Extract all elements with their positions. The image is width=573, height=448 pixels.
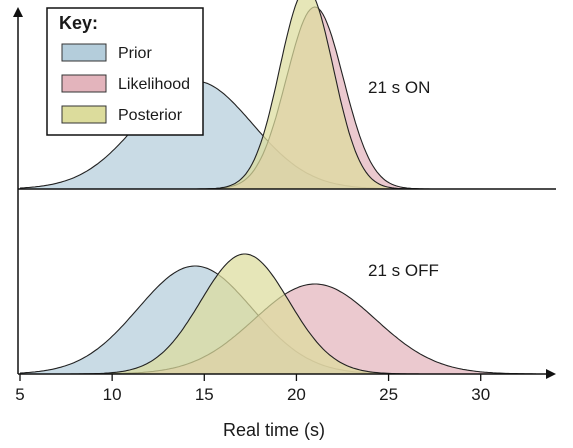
area-posterior-panel-1	[20, 0, 536, 189]
x-tick-label: 15	[195, 385, 214, 404]
legend-swatch-posterior	[61, 105, 107, 124]
panel-label-top: 21 s ON	[368, 78, 430, 97]
legend-label-prior: Prior	[118, 45, 152, 62]
area-posterior-panel-2	[20, 254, 536, 374]
x-axis-title: Real time (s)	[223, 420, 325, 440]
axes	[13, 7, 556, 379]
x-tick-label: 20	[287, 385, 306, 404]
legend-title: Key:	[59, 13, 98, 33]
y-axis-arrowhead	[13, 7, 23, 17]
panel-label-bottom: 21 s OFF	[368, 261, 439, 280]
x-tick-label: 25	[379, 385, 398, 404]
area-prior-panel-2	[20, 266, 536, 374]
x-axis-arrowhead	[546, 369, 556, 379]
area-prior-panel-1	[20, 81, 536, 189]
legend-label-likelihood: Likelihood	[118, 76, 190, 93]
x-tick-label: 30	[471, 385, 490, 404]
x-tick-label: 5	[15, 385, 24, 404]
legend: Key: Prior Likelihood Posterior	[46, 7, 204, 136]
legend-swatch-prior	[61, 43, 107, 62]
legend-swatch-likelihood	[61, 74, 107, 93]
legend-label-posterior: Posterior	[118, 107, 183, 124]
x-tick-label: 10	[103, 385, 122, 404]
x-ticks: 5 10 15 20 25 30	[15, 374, 490, 404]
legend-entries: Prior Likelihood Posterior	[61, 43, 190, 124]
